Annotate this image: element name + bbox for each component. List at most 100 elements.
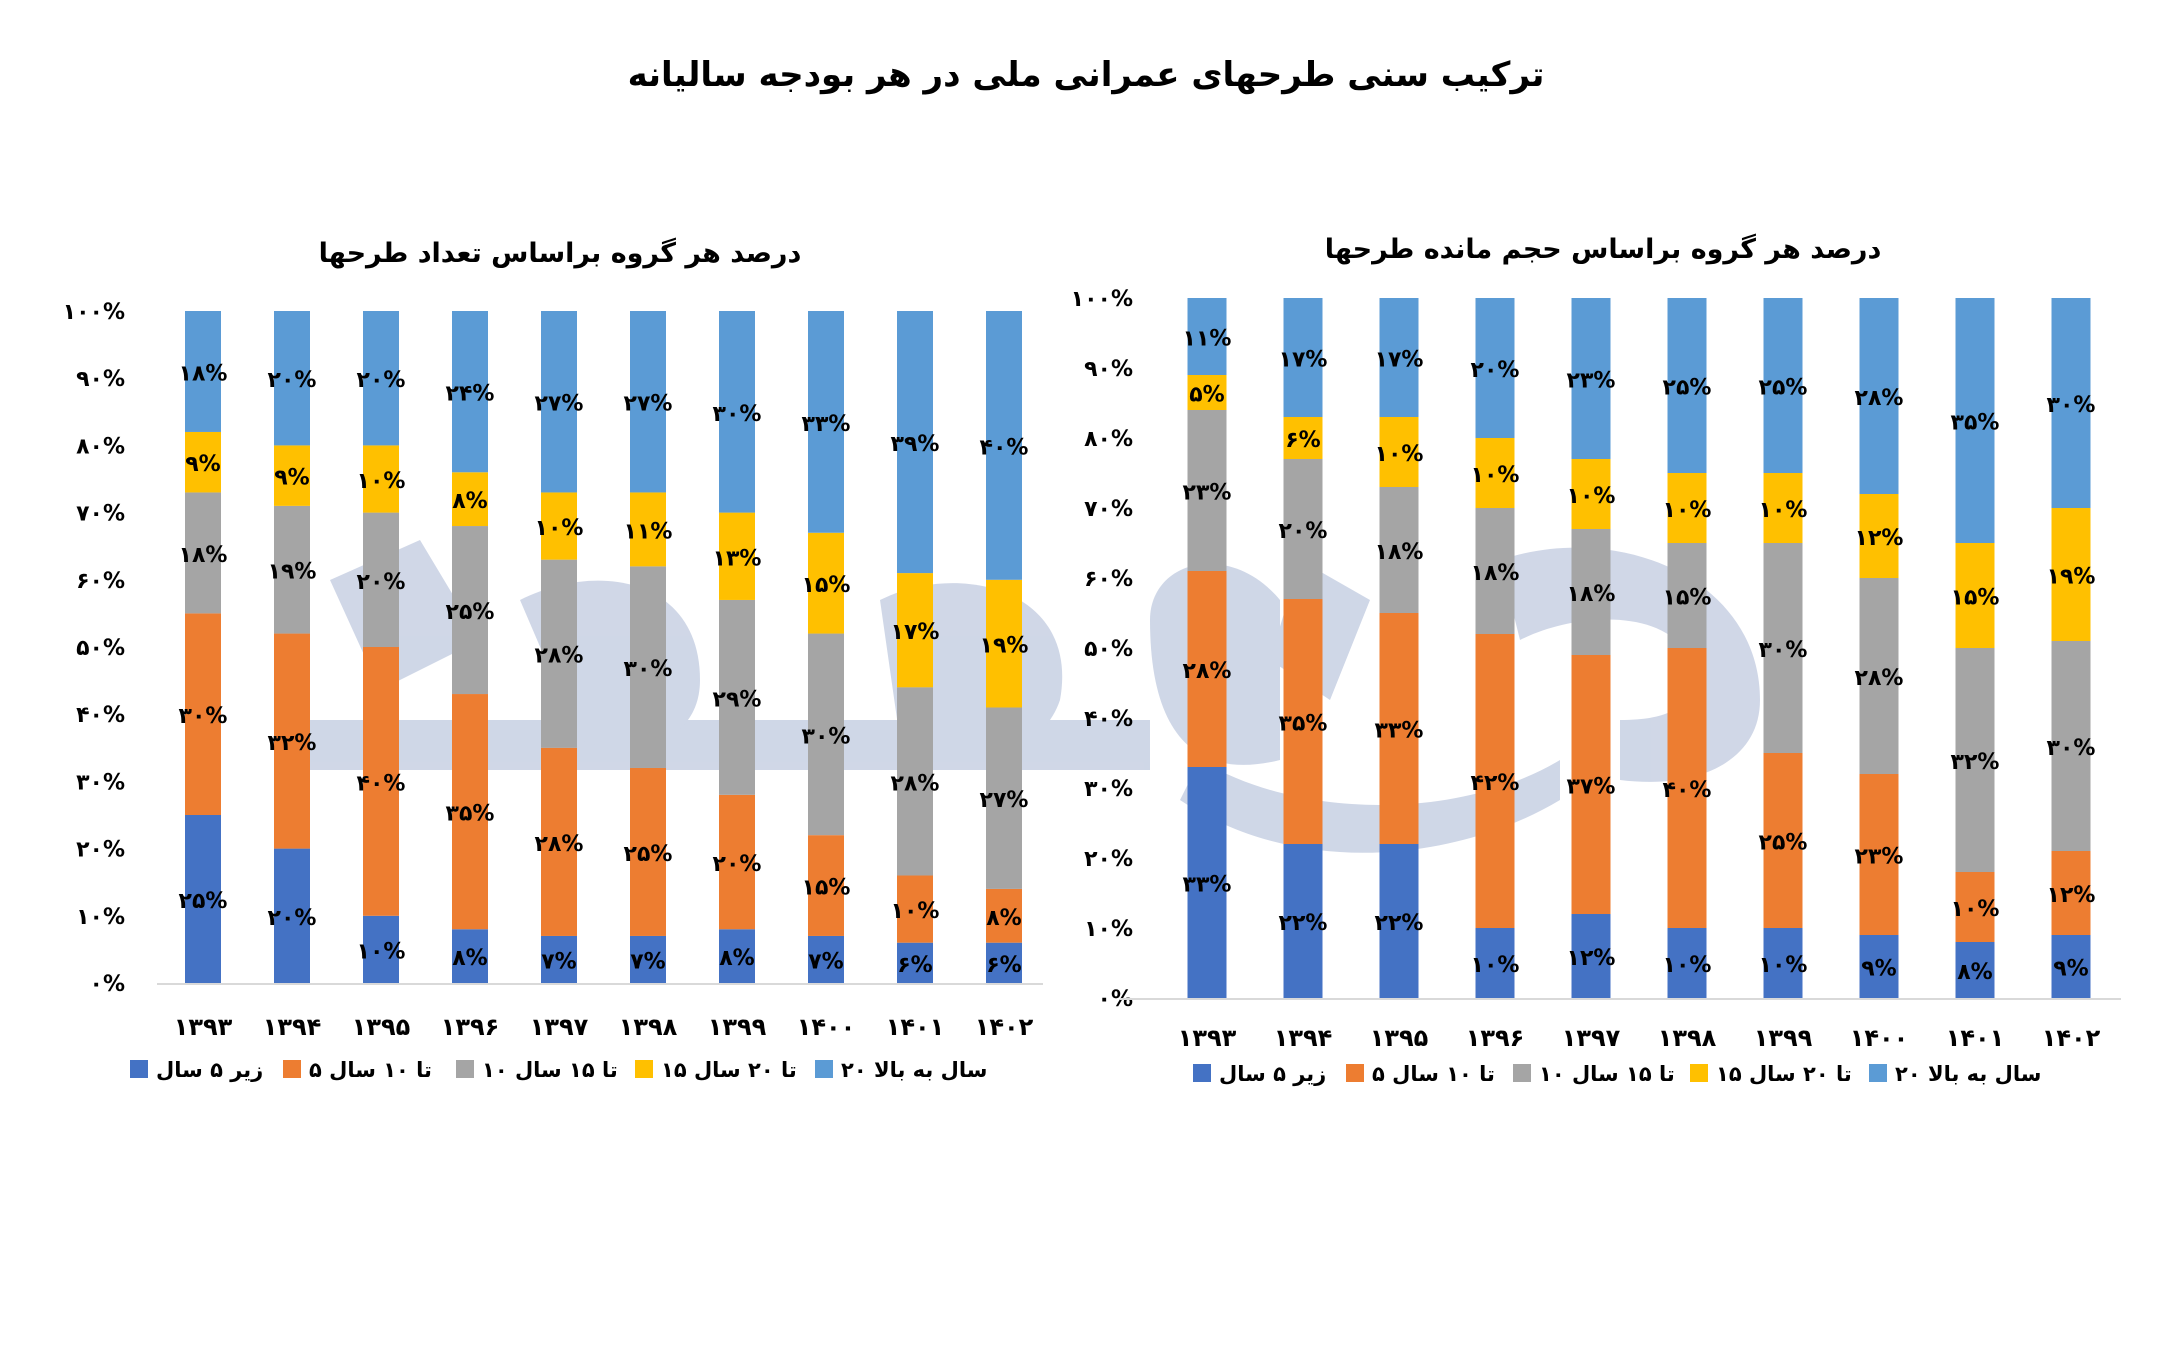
data-label: ۱۰% <box>1375 442 1424 467</box>
data-label: ۱۸% <box>1375 540 1424 565</box>
data-label: ۲۵% <box>624 842 673 867</box>
x-tick-label: ۱۳۹۴ <box>1274 1024 1333 1052</box>
bar-segment <box>1763 928 1803 998</box>
bar-segment <box>897 573 933 688</box>
bar-segment <box>185 613 221 815</box>
bar-segment <box>274 848 310 983</box>
bar-segment <box>986 942 1022 983</box>
data-label: ۱۲% <box>1855 526 1904 551</box>
bar-segment <box>719 599 755 795</box>
y-tick-label: ۱۰% <box>76 905 125 930</box>
data-label: ۸% <box>986 906 1021 931</box>
data-label: ۳۳% <box>1183 873 1232 898</box>
data-label: ۲۳% <box>1567 369 1616 394</box>
bar-segment <box>1763 543 1803 753</box>
bar-segment <box>1667 473 1707 543</box>
x-tick-label: ۱۴۰۱ <box>886 1013 945 1041</box>
bar-segment <box>1187 410 1227 571</box>
data-label: ۳۳% <box>802 412 851 437</box>
bar-segment <box>1475 928 1515 998</box>
data-label: ۲۵% <box>1759 376 1808 401</box>
bar-segment <box>1475 508 1515 634</box>
bar-segment <box>1187 375 1227 410</box>
bar-segment <box>808 532 844 634</box>
data-label: ۲۵% <box>1663 376 1712 401</box>
data-label: ۱۰% <box>1567 484 1616 509</box>
data-label: ۳۰% <box>624 657 673 682</box>
bar-segment <box>1379 844 1419 998</box>
data-label: ۳۲% <box>1951 750 2000 775</box>
data-label: ۲۵% <box>179 889 228 914</box>
bar-segment <box>897 875 933 943</box>
watermark <box>310 540 1760 853</box>
x-tick-label: ۱۳۹۴ <box>263 1013 322 1041</box>
legend-label: ۲۰ سال به بالا <box>841 1058 987 1082</box>
legend-swatch <box>635 1060 653 1078</box>
y-tick-label: ۳۰% <box>1084 777 1133 802</box>
data-label: ۳۰% <box>802 724 851 749</box>
data-label: ۱۸% <box>1567 582 1616 607</box>
bar-segment <box>808 633 844 836</box>
bar-segment <box>2051 298 2091 508</box>
bar-segment <box>1283 298 1323 417</box>
bar-segment <box>630 566 666 768</box>
y-tick-label: ۷۰% <box>76 502 125 527</box>
legend-swatch <box>1346 1064 1364 1082</box>
data-label: ۲۵% <box>446 600 495 625</box>
bar-segment <box>274 633 310 849</box>
bar-segment <box>363 915 399 983</box>
y-tick-label: ۹۰% <box>76 367 125 392</box>
bar-segment <box>1955 543 1995 648</box>
data-label: ۸% <box>452 489 487 514</box>
data-label: ۸% <box>1957 960 1992 985</box>
x-tick-label: ۱۳۹۵ <box>352 1013 411 1041</box>
data-label: ۲۷% <box>624 392 673 417</box>
data-label: ۲۳% <box>1183 481 1232 506</box>
legend-swatch <box>456 1060 474 1078</box>
bar-segment <box>986 311 1022 580</box>
bar-segment <box>1859 298 1899 494</box>
data-label: ۱۵% <box>1951 586 2000 611</box>
bar-segment <box>1379 613 1419 844</box>
data-label: ۲۴% <box>446 382 495 407</box>
data-label: ۳۵% <box>1279 712 1328 737</box>
data-label: ۱۵% <box>802 876 851 901</box>
data-label: ۲۸% <box>535 832 584 857</box>
bar-segment <box>1667 298 1707 473</box>
legend-swatch <box>130 1060 148 1078</box>
data-label: ۲۰% <box>357 570 406 595</box>
data-label: ۱۰% <box>891 899 940 924</box>
legend-label: ۲۰ سال به بالا <box>1895 1062 2041 1086</box>
data-label: ۱۰% <box>357 469 406 494</box>
data-label: ۳۵% <box>446 802 495 827</box>
bar-segment <box>1187 767 1227 998</box>
bar-segment <box>1763 753 1803 928</box>
data-label: ۲۸% <box>535 644 584 669</box>
data-label: ۱۸% <box>179 543 228 568</box>
bar-segment <box>2051 935 2091 998</box>
bar-segment <box>719 311 755 513</box>
data-label: ۴۰% <box>1663 778 1712 803</box>
data-label: ۱۹% <box>2047 565 2096 590</box>
bar-segment <box>630 767 666 936</box>
data-label: ۱۰% <box>1759 498 1808 523</box>
x-tick-label: ۱۴۰۲ <box>975 1013 1034 1041</box>
bar-segment <box>1667 543 1707 648</box>
bar-segment <box>2051 508 2091 641</box>
bar-segment <box>1859 494 1899 578</box>
data-label: ۲۳% <box>1855 845 1904 870</box>
x-tick-label: ۱۴۰۲ <box>2042 1024 2101 1052</box>
x-tick-label: ۱۳۹۶ <box>1466 1024 1525 1052</box>
legend-label: ۱۵ تا ۲۰ سال <box>1716 1062 1852 1086</box>
main-title: ترکیب سنی طرحهای عمرانی ملی در هر بودجه … <box>628 55 1545 95</box>
legend-label: زیر ۵ سال <box>156 1058 263 1082</box>
data-label: ۲۰% <box>268 368 317 393</box>
bar-segment <box>1571 914 1611 998</box>
bar-segment <box>1571 459 1611 529</box>
legend-swatch <box>1690 1064 1708 1082</box>
data-label: ۳۳% <box>1375 719 1424 744</box>
bar-segment <box>719 512 755 600</box>
data-label: ۱۰% <box>357 939 406 964</box>
bar-segment <box>1571 655 1611 914</box>
y-tick-label: ۳۰% <box>76 770 125 795</box>
